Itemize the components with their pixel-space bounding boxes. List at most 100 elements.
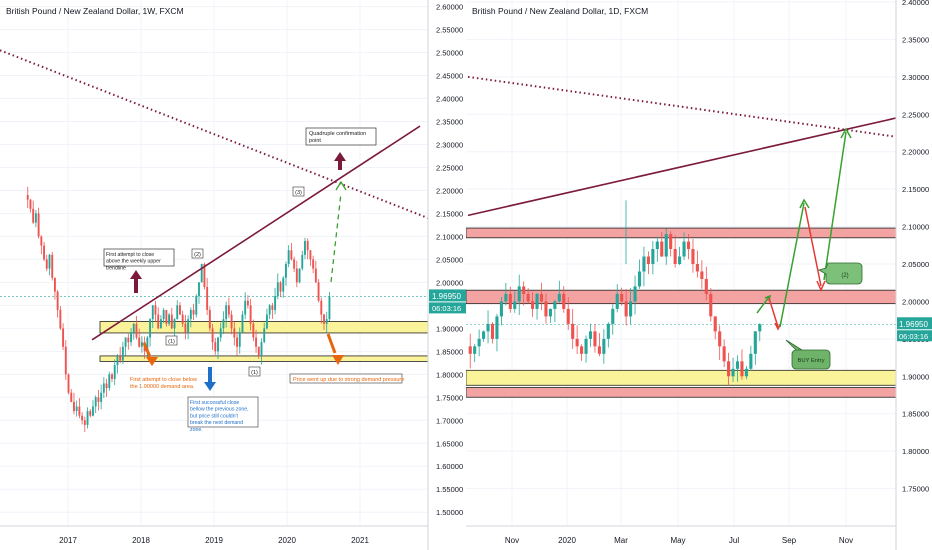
weekly-candle <box>29 199 32 209</box>
weekly-candle <box>293 259 296 269</box>
weekly-candle <box>195 296 198 315</box>
weekly-candle <box>138 337 141 347</box>
upper-trendline <box>467 117 897 217</box>
weekly-candle <box>165 309 168 324</box>
x-tick-label: 2020 <box>558 536 576 545</box>
y-tick-label: 2.05000 <box>902 260 929 269</box>
y-tick-label: 2.45000 <box>436 72 463 81</box>
weekly-candle <box>189 309 192 320</box>
daily-candle <box>713 316 717 332</box>
weekly-candle <box>140 342 143 347</box>
weekly-candle <box>59 309 62 329</box>
daily-candle <box>633 286 637 302</box>
weekly-candle <box>279 282 282 292</box>
countdown-tag-label: 06:03:16 <box>432 304 461 313</box>
daily-candle <box>606 323 610 339</box>
daily-candle <box>691 249 695 264</box>
x-tick-label: Mar <box>614 536 628 545</box>
weekly-candle <box>276 282 279 297</box>
weekly-candle <box>252 323 255 338</box>
weekly-candle <box>320 300 323 315</box>
weekly-candle <box>184 323 187 333</box>
weekly-candle <box>249 305 252 324</box>
weekly-candle <box>43 245 46 260</box>
projection-arrow-head <box>335 180 347 191</box>
weekly-candle <box>48 254 51 269</box>
daily-candle <box>468 346 472 354</box>
label-2-callout <box>817 262 863 285</box>
weekly-chart-panel[interactable]: 2.60000 2.55000 2.50000 2.45000 2.40000 2.350… <box>0 0 466 550</box>
x-tick-label: May <box>670 536 685 545</box>
daily-candle <box>749 353 753 369</box>
daily-candle <box>624 301 628 317</box>
countdown-tag-label: 06:03:16 <box>899 332 928 341</box>
weekly-candle <box>198 282 200 297</box>
daily-chart-panel[interactable]: (2) BUY Entry 2.40000 2.35000 2.30000 2.25000… <box>466 0 932 550</box>
y-tick-label: 2.00000 <box>436 278 463 287</box>
orange-arrow-shaft <box>326 333 337 354</box>
daily-candle <box>499 301 503 317</box>
y-tick-label: 1.85000 <box>436 347 463 356</box>
weekly-candle <box>312 259 315 269</box>
y-tick-label: 1.75000 <box>902 485 929 494</box>
y-tick-label: 1.90000 <box>436 324 463 333</box>
weekly-candle <box>306 241 309 251</box>
y-tick-label: 2.25000 <box>902 110 929 119</box>
weekly-candle <box>192 309 195 315</box>
first-above-box <box>103 248 175 267</box>
weekly-candle <box>241 314 244 333</box>
first-above-text: trendline <box>106 265 126 271</box>
x-tick-label: Nov <box>839 536 853 545</box>
daily-candle <box>584 338 588 354</box>
weekly-candle <box>100 392 103 402</box>
green-arrow-head <box>840 127 852 139</box>
weekly-candle <box>86 411 89 425</box>
daily-candle <box>686 241 691 250</box>
label-3-text: (3) <box>295 190 302 196</box>
blue-arrow-shaft <box>208 367 212 382</box>
weekly-candle <box>233 328 236 338</box>
y-tick-label: 2.20000 <box>436 186 463 195</box>
daily-candle <box>495 316 499 339</box>
weekly-candle <box>159 319 162 329</box>
weekly-candle <box>187 319 190 333</box>
daily-candle <box>655 241 659 250</box>
x-tick-label: Jul <box>729 536 739 545</box>
price-up-text: Price went up due to strong demand press… <box>293 377 404 383</box>
weekly-candle <box>73 401 75 412</box>
y-tick-label: 2.00000 <box>902 297 929 306</box>
daily-candle <box>637 271 642 287</box>
weekly-candle <box>40 236 43 246</box>
y-tick-label: 2.55000 <box>436 26 463 35</box>
daily-candle <box>602 338 606 354</box>
orange-arrow-shaft <box>142 342 152 358</box>
projection-line <box>330 192 342 283</box>
upper-trendline <box>91 125 421 341</box>
weekly-candle <box>227 305 230 315</box>
daily-candle <box>682 241 686 257</box>
weekly-candle <box>111 374 113 379</box>
daily-candle <box>718 331 722 347</box>
weekly-candle <box>173 319 176 329</box>
daily-candle <box>526 293 530 302</box>
daily-candle <box>544 301 548 317</box>
daily-candle <box>611 308 615 324</box>
weekly-candle <box>108 374 111 389</box>
weekly-chart-svg[interactable]: 2.60000 2.55000 2.50000 2.45000 2.40000 2.350… <box>0 0 466 550</box>
daily-candle <box>482 331 486 339</box>
daily-candle <box>704 278 708 294</box>
weekly-candle <box>211 328 214 343</box>
weekly-candle <box>102 383 105 393</box>
y-tick-label: 2.25000 <box>436 163 463 172</box>
label-2-box <box>191 248 204 259</box>
y-tick-label: 2.15000 <box>902 185 929 194</box>
x-tick-label: Sep <box>782 536 797 545</box>
weekly-candle <box>132 323 135 333</box>
weekly-candle <box>179 305 181 315</box>
y-axis-bg <box>428 0 466 550</box>
weekly-candle <box>89 411 92 416</box>
daily-chart-svg[interactable]: (2) BUY Entry 2.40000 2.35000 2.30000 2.25000… <box>466 0 932 550</box>
y-tick-label: 2.10000 <box>436 232 463 241</box>
y-tick-label: 2.30000 <box>902 73 929 82</box>
daily-candle <box>615 293 619 309</box>
